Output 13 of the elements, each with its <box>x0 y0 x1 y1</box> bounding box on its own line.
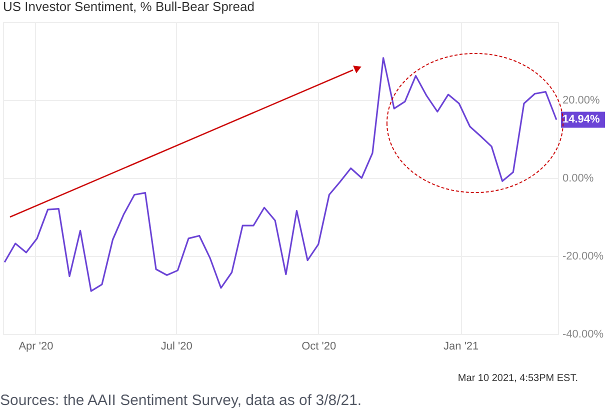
y-tick-label: 0.00% <box>562 172 594 184</box>
y-tick-label: 20.00% <box>562 94 600 106</box>
y-tick-label: -40.00% <box>562 328 604 340</box>
y-tick-label: -20.00% <box>562 250 604 262</box>
chart-title: US Investor Sentiment, % Bull-Bear Spread <box>3 0 254 14</box>
source-note: Sources: the AAII Sentiment Survey, data as of 3/8/21. <box>0 392 362 409</box>
x-tick-label: Apr '20 <box>18 340 54 352</box>
text: Mar 10 2021, 4:53PM EST. <box>458 373 578 384</box>
x-tick-label: Jan '21 <box>444 340 479 352</box>
x-tick-label: Jul '20 <box>160 340 192 352</box>
line-series <box>4 57 558 292</box>
x-tick-label: Oct '20 <box>302 340 336 352</box>
annotation: 14.94% <box>562 114 600 126</box>
